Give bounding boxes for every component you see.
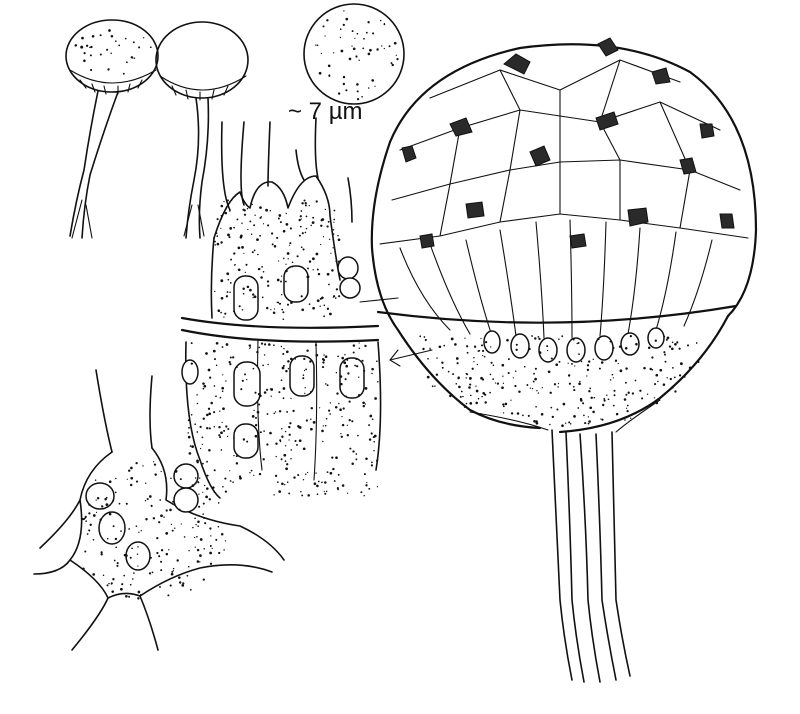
scale-label: ~ 7 µm — [288, 98, 363, 125]
single-spore — [303, 3, 405, 105]
cellular-slug-tissue — [180, 117, 433, 499]
amoeba-cell — [33, 369, 285, 651]
spore-right — [155, 21, 249, 239]
single-spore-texture — [315, 10, 399, 101]
spore-left — [65, 19, 159, 239]
spore-pair-with-stalks — [65, 19, 249, 239]
sporangium-fruiting-body — [370, 37, 758, 683]
